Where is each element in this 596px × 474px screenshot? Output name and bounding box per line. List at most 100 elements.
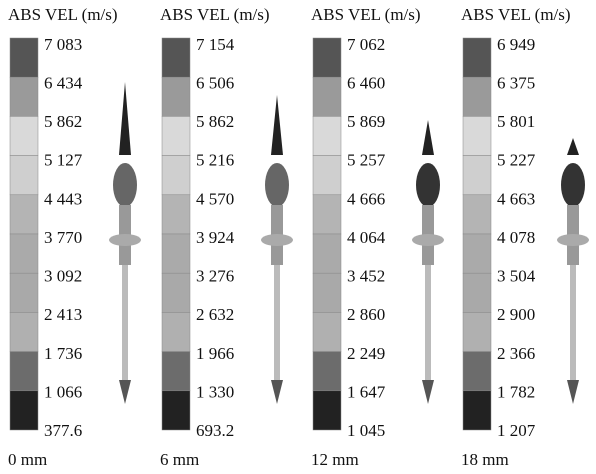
jet-bulge — [416, 163, 440, 207]
colorbar-label: 3 092 — [44, 267, 82, 286]
colorbar-band — [10, 77, 38, 116]
panel-title: ABS VEL (m/s) — [311, 5, 421, 24]
jet-tail — [425, 265, 431, 385]
colorbar-band — [162, 156, 190, 195]
colorbar-band — [162, 234, 190, 273]
colorbar-label: 4 443 — [44, 189, 82, 208]
colorbar-label: 2 632 — [196, 305, 234, 324]
jet-tip — [271, 95, 283, 155]
colorbar-band — [10, 156, 38, 195]
colorbar-label: 2 860 — [347, 305, 385, 324]
colorbar-band — [313, 38, 341, 77]
colorbar-band — [10, 234, 38, 273]
colorbar-band — [313, 195, 341, 234]
colorbar-label: 6 506 — [196, 74, 234, 93]
colorbar-label: 6 375 — [497, 74, 535, 93]
colorbar-band — [162, 273, 190, 312]
colorbar-label: 4 666 — [347, 189, 385, 208]
jet-tail — [274, 265, 280, 385]
jet-tail — [570, 265, 576, 385]
colorbar-band — [313, 234, 341, 273]
jet-end — [271, 380, 283, 404]
jet-bulge — [113, 163, 137, 207]
colorbar-band — [463, 234, 491, 273]
colorbar-label: 377.6 — [44, 421, 82, 440]
colorbar-label: 1 782 — [497, 382, 535, 401]
colorbar-label: 7 154 — [196, 35, 235, 54]
colorbar-band — [10, 195, 38, 234]
colorbar-band — [162, 391, 190, 430]
jet-end — [422, 380, 434, 404]
figure-canvas: ABS VEL (m/s)7 0836 4345 8625 1274 4433 … — [0, 0, 596, 474]
colorbar-label: 3 770 — [44, 228, 82, 247]
colorbar-band — [313, 352, 341, 391]
colorbar-band — [463, 273, 491, 312]
colorbar-band — [463, 195, 491, 234]
figure: ABS VEL (m/s)7 0836 4345 8625 1274 4433 … — [0, 0, 596, 474]
jet-wing — [261, 234, 293, 246]
panel-caption: 12 mm — [311, 450, 359, 469]
colorbar-band — [463, 156, 491, 195]
colorbar-band — [10, 38, 38, 77]
colorbar-band — [162, 312, 190, 351]
colorbar-label: 3 276 — [196, 267, 234, 286]
panel-title: ABS VEL (m/s) — [160, 5, 270, 24]
colorbar-band — [463, 116, 491, 155]
colorbar-label: 5 227 — [497, 151, 536, 170]
colorbar-label: 6 949 — [497, 35, 535, 54]
colorbar-label: 1 647 — [347, 382, 386, 401]
colorbar-label: 3 924 — [196, 228, 235, 247]
panel-title: ABS VEL (m/s) — [461, 5, 571, 24]
jet-tip — [567, 138, 579, 155]
colorbar-label: 1 207 — [497, 421, 536, 440]
jet-tip — [119, 82, 131, 155]
colorbar-label: 2 249 — [347, 344, 385, 363]
jet-wing — [412, 234, 444, 246]
colorbar-label: 3 504 — [497, 267, 536, 286]
colorbar-label: 5 127 — [44, 151, 83, 170]
colorbar-label: 4 663 — [497, 189, 535, 208]
jet-end — [119, 380, 131, 404]
colorbar-band — [463, 38, 491, 77]
colorbar-band — [313, 391, 341, 430]
colorbar-band — [313, 116, 341, 155]
colorbar-band — [313, 156, 341, 195]
colorbar-band — [162, 38, 190, 77]
colorbar-band — [10, 391, 38, 430]
colorbar-band — [313, 273, 341, 312]
colorbar-label: 1 045 — [347, 421, 385, 440]
colorbar-band — [10, 312, 38, 351]
colorbar-label: 6 434 — [44, 74, 83, 93]
jet-bulge — [561, 163, 585, 207]
jet-end — [567, 380, 579, 404]
panel-caption: 6 mm — [160, 450, 199, 469]
colorbar-label: 4 064 — [347, 228, 386, 247]
colorbar-band — [463, 312, 491, 351]
colorbar-label: 4 078 — [497, 228, 535, 247]
colorbar-label: 5 869 — [347, 112, 385, 131]
colorbar-band — [162, 77, 190, 116]
colorbar-label: 1 966 — [196, 344, 234, 363]
colorbar-label: 1 330 — [196, 382, 234, 401]
colorbar-label: 693.2 — [196, 421, 234, 440]
colorbar-label: 5 216 — [196, 151, 234, 170]
colorbar-band — [463, 391, 491, 430]
panel-caption: 18 mm — [461, 450, 509, 469]
colorbar-label: 7 062 — [347, 35, 385, 54]
jet-bulge — [265, 163, 289, 207]
colorbar-band — [162, 116, 190, 155]
colorbar-label: 6 460 — [347, 74, 385, 93]
colorbar-label: 5 257 — [347, 151, 386, 170]
colorbar-label: 1 736 — [44, 344, 82, 363]
colorbar-band — [10, 273, 38, 312]
colorbar-band — [313, 77, 341, 116]
colorbar-label: 7 083 — [44, 35, 82, 54]
jet-tail — [122, 265, 128, 385]
colorbar-label: 2 413 — [44, 305, 82, 324]
colorbar-band — [10, 352, 38, 391]
colorbar-band — [463, 77, 491, 116]
colorbar-band — [162, 352, 190, 391]
